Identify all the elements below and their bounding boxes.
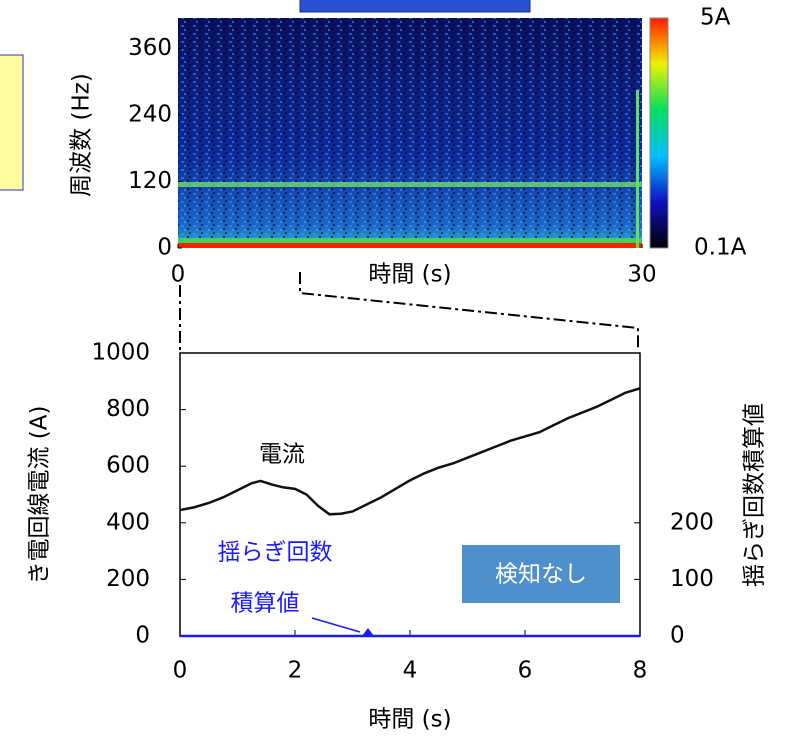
y2-tick-label: 0	[670, 623, 685, 649]
y2-tick-label: 100	[670, 566, 714, 592]
x-tick-label: 0	[171, 262, 186, 288]
series-line	[179, 387, 641, 516]
x-tick-label: 2	[288, 658, 303, 684]
zoom-connector	[179, 272, 639, 350]
y2-tick-label: 200	[670, 509, 714, 535]
spectrogram	[178, 18, 642, 248]
status-text: 検知なし	[495, 562, 587, 588]
y-tick-label: 120	[128, 168, 172, 194]
colorbar	[649, 17, 669, 249]
colorbar-label: 5A	[700, 5, 731, 31]
annotation: 積算値	[231, 591, 300, 617]
x-axis-label: 時間 (s)	[368, 262, 451, 288]
x-tick-label: 4	[403, 658, 418, 684]
arrow-head	[362, 628, 374, 636]
cropped-note	[0, 54, 24, 191]
y2-axis-label: 揺らぎ回数積算値	[742, 403, 768, 587]
y-tick-label: 600	[106, 453, 150, 479]
annotation-arrow	[311, 617, 361, 633]
x-tick-label: 30	[627, 262, 656, 288]
y-axis-label: 周波数 (Hz)	[69, 73, 95, 197]
annotation: 揺らぎ回数	[218, 540, 333, 566]
annotation: 電流	[259, 442, 305, 468]
colorbar-label: 0.1A	[694, 235, 747, 261]
y-tick-label: 400	[106, 509, 150, 535]
y-tick-label: 240	[128, 101, 172, 127]
y-tick-label: 200	[106, 566, 150, 592]
status-box	[462, 545, 620, 603]
y-tick-label: 1000	[91, 340, 150, 366]
y-axis-label: き電回線電流 (A)	[27, 406, 53, 585]
x-tick-label: 0	[173, 658, 188, 684]
cropped-box	[299, 0, 531, 13]
y-tick-label: 800	[106, 396, 150, 422]
y-tick-label: 0	[157, 235, 172, 261]
y-tick-label: 0	[135, 623, 150, 649]
x-axis-label: 時間 (s)	[368, 707, 451, 733]
x-tick-label: 8	[633, 658, 648, 684]
x-tick-label: 6	[518, 658, 533, 684]
y-tick-label: 360	[128, 35, 172, 61]
